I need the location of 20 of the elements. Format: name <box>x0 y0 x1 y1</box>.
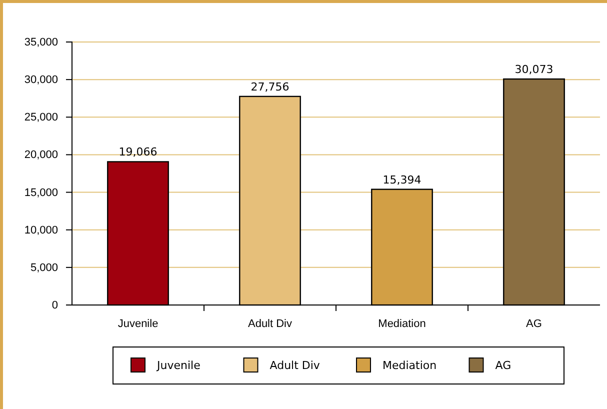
y-tick-label: 10,000 <box>24 224 58 236</box>
y-tick-label: 0 <box>52 300 58 312</box>
y-tick-label: 30,000 <box>24 74 58 86</box>
y-tick-label: 25,000 <box>24 112 58 124</box>
y-tick-label: 35,000 <box>24 36 58 49</box>
legend-label: AG <box>495 359 512 372</box>
data-label: 27,756 <box>250 80 290 94</box>
x-tick-label: Juvenile <box>118 318 158 330</box>
x-tick-label: Adult Div <box>248 318 292 330</box>
y-tick-label: 5,000 <box>30 262 58 274</box>
legend-label: Mediation <box>382 359 437 372</box>
data-label: 15,394 <box>382 173 422 186</box>
x-tick-label: AG <box>526 318 542 330</box>
x-tick-label: Mediation <box>378 318 426 330</box>
y-tick-label: 15,000 <box>24 186 58 199</box>
data-label: 30,073 <box>514 63 554 76</box>
data-label: 19,066 <box>118 146 158 159</box>
y-tick-label: 20,000 <box>24 149 58 162</box>
legend-label: Juvenile <box>156 359 201 372</box>
legend-label: Adult Div <box>270 359 320 372</box>
